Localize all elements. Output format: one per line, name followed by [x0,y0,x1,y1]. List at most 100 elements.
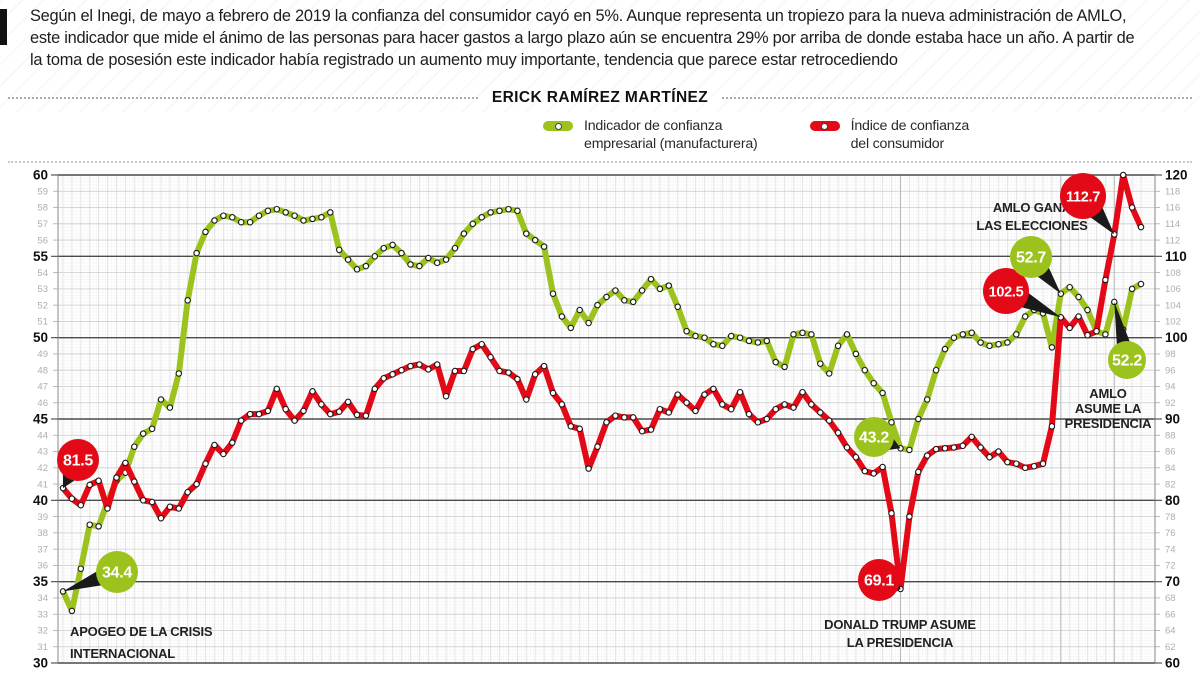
data-point-marker [1128,204,1136,211]
data-point-marker [754,419,762,426]
data-point-marker [825,417,833,424]
data-point-marker [77,565,85,572]
data-point-marker [585,319,592,327]
right-axis-label: 70 [1165,574,1180,589]
dotted-rule-left [8,97,478,99]
data-point-marker [237,218,245,226]
dotted-rule-right [722,97,1193,99]
data-point-marker [1137,280,1145,288]
data-point-marker [808,401,815,408]
data-point-marker [291,417,298,424]
data-point-marker [202,228,209,236]
data-point-marker [1075,293,1082,301]
data-point-marker [362,262,370,270]
data-point-marker [754,339,762,346]
right-axis-label: 78 [1165,512,1176,523]
data-point-marker [683,399,690,406]
data-point-marker [995,340,1002,348]
data-point-marker [843,444,851,451]
callout-bubble [96,551,138,593]
data-point-marker [309,388,316,395]
data-point-marker [763,415,771,423]
data-point-marker [157,514,165,522]
annotation-text: DONALD TRUMP ASUME LA PRESIDENCIA [824,617,976,650]
data-point-marker [460,367,468,375]
left-axis-label: 37 [37,544,48,555]
data-point-marker [389,241,396,249]
data-point-marker [371,385,379,393]
data-point-marker [460,230,468,237]
data-point-marker [220,450,227,458]
data-point-marker [1084,306,1091,314]
left-axis-label: 30 [33,656,48,671]
data-point-marker [638,287,646,294]
callout-value: 112.7 [1066,190,1100,206]
data-point-marker [1084,331,1091,339]
data-point-marker [531,371,539,378]
callout-bubble [1108,341,1146,379]
data-point-marker [879,463,886,471]
data-point-marker [398,366,405,374]
data-point-marker [585,465,592,472]
right-axis-label: 74 [1165,544,1176,555]
right-axis-label: 84 [1165,463,1176,474]
callout-pointer [1114,301,1131,346]
callout-bubble [854,417,894,457]
annotation-text: AMLO GANA LAS ELECCIONES [976,200,1088,233]
data-point-marker [594,301,601,309]
right-axis-label: 118 [1165,186,1180,197]
data-point-marker [86,521,93,528]
byline-row: ERICK RAMÍREZ MARTÍNEZ [8,89,1193,107]
left-axis-label: 58 [37,203,48,214]
data-point-marker [442,256,450,263]
data-point-marker [309,215,316,223]
data-point-marker [612,287,619,294]
right-axis-label: 80 [1165,493,1180,508]
swatch-dot-icon [821,122,829,130]
data-point-marker [184,488,191,496]
data-point-marker [692,407,699,415]
data-point-marker [505,205,512,213]
data-point-marker [1102,331,1109,338]
legend-item-business: Indicador de confianza empresarial (manu… [543,117,758,153]
data-point-marker [1021,464,1029,472]
data-point-marker [834,429,842,437]
data-point-marker [576,425,583,433]
data-point-marker [825,370,833,377]
right-axis-label: 60 [1165,656,1180,671]
data-point-marker [416,361,423,368]
data-point-marker [870,470,877,477]
data-point-marker [237,417,245,424]
left-axis-label: 42 [37,463,48,474]
left-axis-label: 39 [37,512,48,523]
intro-paragraph: Según el Inegi, de mayo a febrero de 201… [30,7,1135,69]
data-point-marker [1075,313,1082,320]
data-point-marker [941,345,949,353]
consumer-series-swatch [809,121,840,131]
annotations: APOGEO DE LA CRISIS INTERNACIONAL DONALD T… [70,200,1152,661]
data-point-marker [1057,314,1065,321]
data-point-marker [407,362,414,370]
right-axis-label: 66 [1165,609,1176,620]
data-point-marker [915,468,922,476]
callout-pointer [1020,292,1061,318]
data-point-marker [344,256,352,263]
data-point-marker [273,205,281,213]
legend-label-consumer-line1: Índice de confianza [850,118,970,134]
confidence-chart: 30 31 32 33 34 35 36 37 38 39 40 41 42 43 44 45 46 47 48 49… [33,168,1188,671]
data-point-marker [558,401,566,408]
data-point-marker [1004,458,1011,466]
data-point-marker [380,375,387,382]
data-point-marker [906,446,913,454]
data-point-marker [727,405,735,413]
right-axis-label: 116 [1165,203,1180,214]
data-point-marker [986,342,993,350]
data-point-marker [531,236,539,244]
data-point-marker [576,306,583,314]
data-point-marker [95,477,102,485]
data-point-marker [950,444,958,451]
data-point-marker [398,249,405,257]
left-axis-label: 48 [37,365,48,376]
right-axis-label: 120 [1165,168,1188,183]
